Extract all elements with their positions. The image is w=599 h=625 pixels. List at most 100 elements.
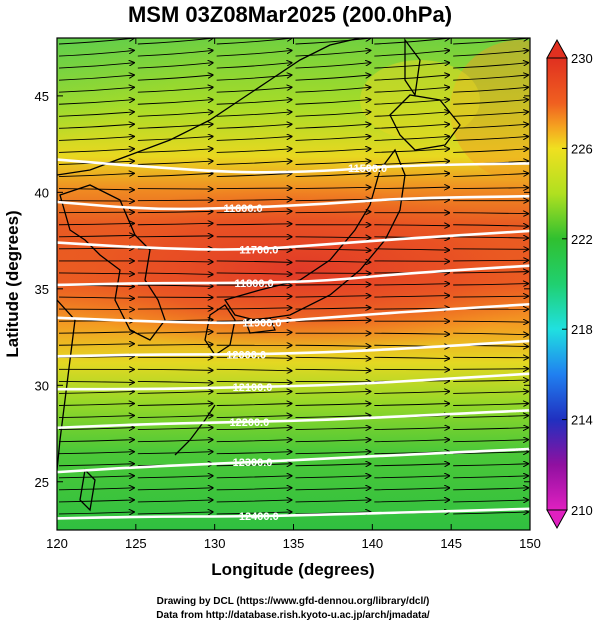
wind-arrow (453, 476, 528, 478)
wind-arrow (295, 212, 371, 213)
wind-arrow (216, 100, 292, 105)
contour-label: 11800.0 (235, 278, 274, 290)
wind-arrow (374, 75, 449, 81)
contour-label: 11700.0 (239, 244, 278, 256)
wind-arrow (295, 136, 371, 141)
wind-arrow (216, 488, 292, 490)
wind-arrow (295, 345, 371, 346)
wind-arrow (216, 452, 292, 454)
wind-arrow (137, 87, 213, 93)
colorbar-tick-label: 230 (571, 51, 593, 66)
x-axis: 120 125 130 135 140 145 150 (46, 38, 541, 551)
wind-arrow (453, 440, 528, 442)
wind-arrow (216, 500, 292, 502)
wind-arrow (58, 404, 134, 406)
wind-arrow (137, 100, 213, 105)
wind-arrow (295, 308, 371, 309)
y-axis: 25 30 35 40 45 (35, 89, 530, 490)
wind-arrow (137, 50, 213, 57)
warm-core (57, 185, 530, 355)
wind-arrow (295, 404, 371, 406)
coast-honshu (223, 148, 406, 321)
wind-arrow (58, 476, 134, 478)
x-tick-label: 145 (440, 536, 462, 551)
contour-label: 12000.0 (226, 349, 266, 361)
colorbar-gradient (546, 57, 568, 511)
wind-arrow (374, 173, 449, 177)
wind-arrow (58, 75, 134, 81)
wind-arrow (216, 136, 292, 141)
wind-arrow (216, 464, 292, 466)
wind-arrow (137, 476, 213, 478)
wind-arrow (216, 428, 292, 430)
wind-arrow (374, 488, 449, 490)
wind-arrow (216, 211, 292, 212)
wind-arrow (453, 50, 528, 57)
wind-arrow (295, 173, 371, 177)
wind-arrow (137, 149, 213, 153)
wind-arrow (295, 428, 371, 430)
y-tick-label: 35 (35, 282, 49, 297)
wind-arrow (137, 404, 213, 406)
wind-arrow (295, 161, 371, 165)
credit-data: Data from http://database.rish.kyoto-u.a… (156, 610, 430, 621)
contour-label: 11500.0 (348, 163, 387, 175)
wind-arrow (137, 309, 213, 310)
wind-arrow (58, 428, 134, 430)
wind-arrow (295, 249, 371, 250)
wind-arrow (295, 199, 371, 200)
wind-arrow (374, 428, 449, 430)
contour-line (57, 409, 530, 430)
wind-arrow (295, 500, 371, 502)
wind-arrow (137, 488, 213, 490)
wind-arrow (58, 189, 134, 190)
wind-arrow (58, 512, 134, 514)
contour-label: 12100.0 (233, 382, 273, 394)
wind-arrow (453, 75, 528, 81)
contour-label: 11600.0 (223, 203, 262, 215)
wind-arrow (295, 187, 371, 188)
credit-drawing: Drawing by DCL (https://www.gfd-dennou.o… (157, 596, 430, 607)
wind-arrow (374, 124, 449, 129)
wind-arrow (216, 512, 292, 514)
wind-arrow (216, 38, 292, 45)
wind-arrow (216, 332, 292, 333)
wind-arrow (453, 188, 528, 189)
wind-arrow (137, 452, 213, 454)
wind-arrow (453, 369, 528, 370)
wind-arrow (58, 297, 134, 298)
wind-arrow (374, 391, 449, 393)
wind-arrow (453, 124, 528, 129)
yellow-patch-n (360, 60, 480, 140)
x-tick-label: 140 (361, 536, 383, 551)
y-axis-title: Latitude (degrees) (3, 210, 22, 357)
wind-arrow (295, 296, 371, 297)
wind-arrow (374, 440, 449, 442)
wind-arrow (216, 261, 292, 262)
wind-arrow (374, 63, 449, 69)
wind-arrow (58, 391, 134, 393)
wind-arrow (58, 136, 134, 141)
wind-arrow (453, 112, 528, 117)
wind-arrow (216, 369, 292, 370)
wind-arrow (216, 404, 292, 406)
y-tick-label: 25 (35, 475, 49, 490)
wind-arrow (58, 248, 134, 249)
wind-arrow (58, 63, 134, 69)
wind-arrow (295, 320, 371, 321)
wind-arrow (137, 161, 213, 165)
wind-arrow (58, 273, 134, 274)
chart-title: MSM 03Z08Mar2025 (200.0hPa) (128, 2, 452, 27)
wind-arrow (216, 173, 292, 177)
wind-arrow (216, 308, 292, 309)
wind-arrow (58, 500, 134, 502)
contour-line (57, 507, 530, 520)
wind-arrow (137, 200, 213, 201)
coast-shikoku (244, 317, 276, 334)
wind-arrow (453, 416, 528, 418)
wind-arrow (453, 391, 528, 393)
wind-arrow (216, 112, 292, 117)
wind-arrow (374, 161, 449, 165)
